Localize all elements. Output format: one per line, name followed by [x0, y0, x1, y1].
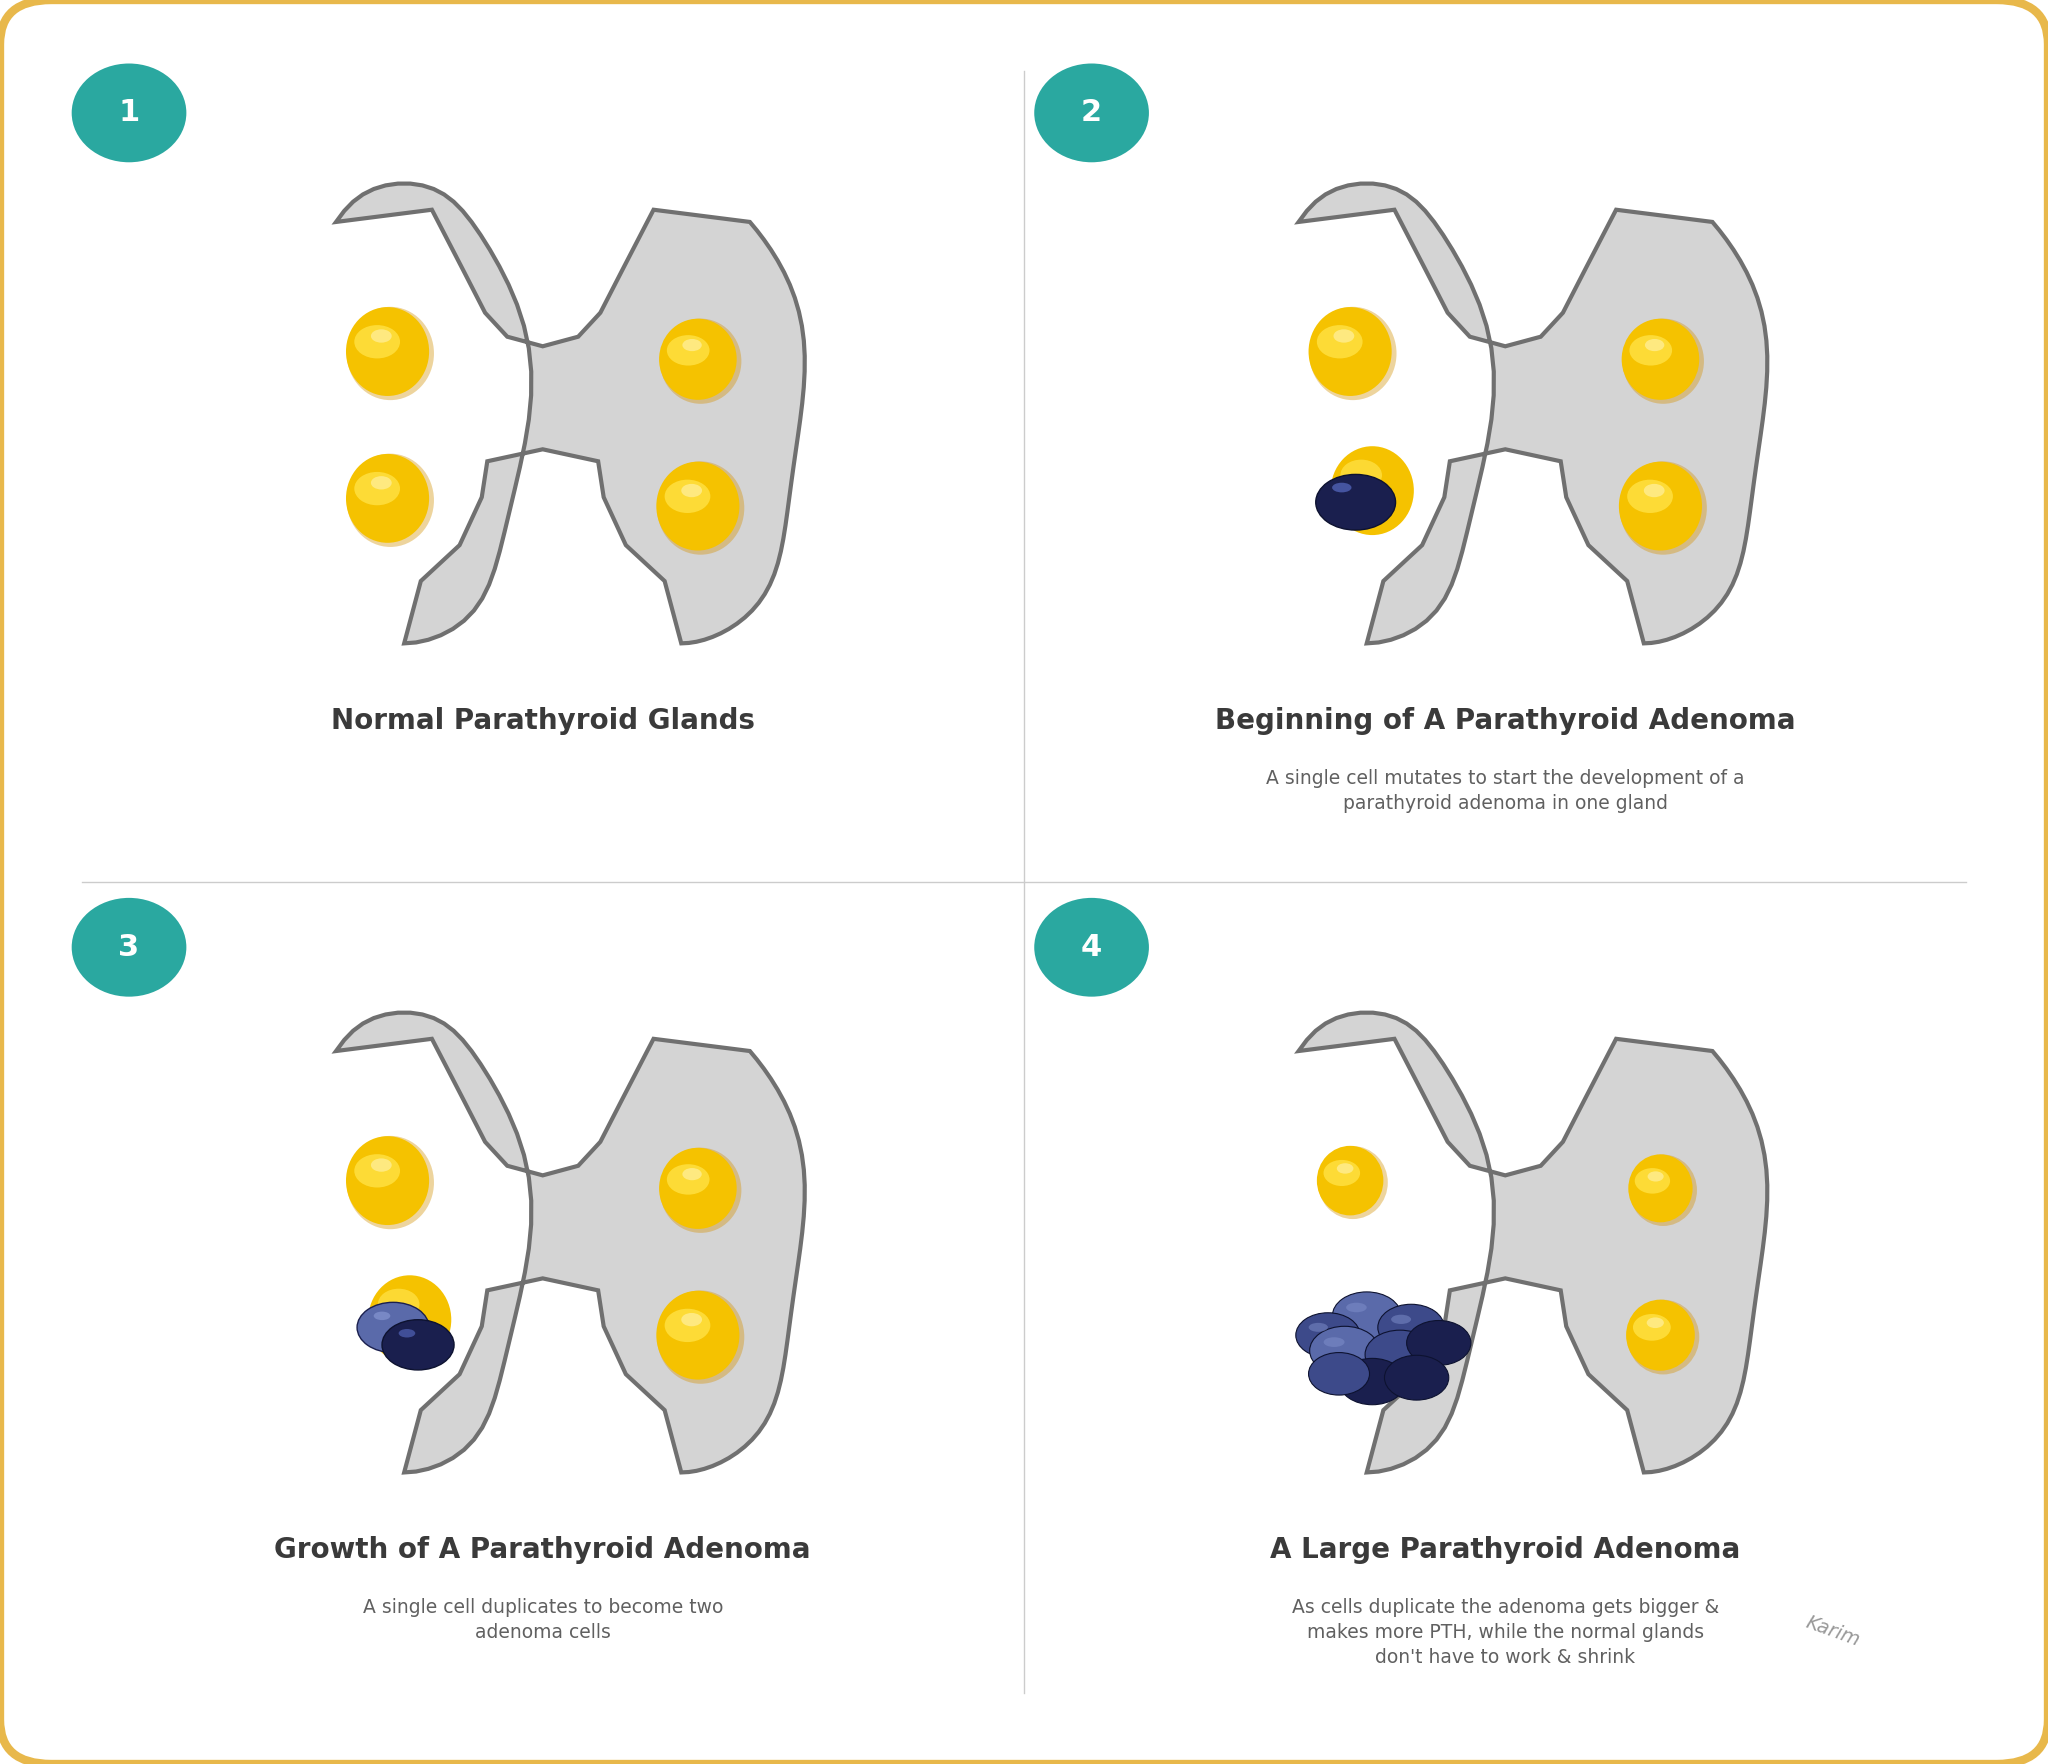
Ellipse shape	[1632, 1314, 1671, 1341]
Ellipse shape	[1341, 460, 1382, 490]
Ellipse shape	[371, 330, 391, 342]
Circle shape	[1034, 898, 1149, 997]
Ellipse shape	[373, 1312, 391, 1319]
Text: A Large Parathyroid Adenoma: A Large Parathyroid Adenoma	[1270, 1536, 1741, 1565]
Ellipse shape	[371, 476, 391, 489]
Ellipse shape	[1319, 1147, 1389, 1219]
Ellipse shape	[346, 453, 434, 547]
Ellipse shape	[655, 462, 739, 550]
Ellipse shape	[1317, 1147, 1382, 1215]
Ellipse shape	[1622, 319, 1700, 400]
Ellipse shape	[1309, 307, 1397, 400]
Ellipse shape	[1317, 325, 1362, 358]
Ellipse shape	[1323, 1161, 1360, 1185]
Circle shape	[1296, 1312, 1360, 1358]
Ellipse shape	[1628, 480, 1673, 513]
Text: A single cell mutates to start the development of a
parathyroid adenoma in one g: A single cell mutates to start the devel…	[1266, 769, 1745, 813]
Ellipse shape	[666, 1309, 711, 1342]
Text: 1: 1	[119, 99, 139, 127]
Ellipse shape	[346, 307, 430, 395]
Ellipse shape	[682, 1168, 702, 1180]
Ellipse shape	[659, 1148, 741, 1233]
Ellipse shape	[346, 1136, 430, 1224]
Text: 2: 2	[1081, 99, 1102, 127]
Circle shape	[1407, 1321, 1470, 1365]
Ellipse shape	[659, 1148, 737, 1230]
Circle shape	[1378, 1304, 1444, 1351]
Ellipse shape	[1630, 1155, 1698, 1226]
Polygon shape	[1298, 183, 1767, 644]
Ellipse shape	[657, 462, 743, 554]
Ellipse shape	[1323, 1337, 1346, 1348]
Ellipse shape	[1645, 339, 1665, 351]
Ellipse shape	[371, 1159, 391, 1171]
Ellipse shape	[657, 1291, 743, 1383]
Text: 3: 3	[119, 933, 139, 961]
Ellipse shape	[659, 319, 741, 404]
Circle shape	[72, 64, 186, 162]
Text: Beginning of A Parathyroid Adenoma: Beginning of A Parathyroid Adenoma	[1214, 707, 1796, 736]
Ellipse shape	[1333, 330, 1354, 342]
Ellipse shape	[1647, 1171, 1663, 1182]
Ellipse shape	[379, 1289, 420, 1319]
Text: Karim: Karim	[1802, 1612, 1864, 1651]
Ellipse shape	[346, 307, 434, 400]
Circle shape	[1333, 1291, 1401, 1341]
Ellipse shape	[369, 1275, 451, 1364]
Ellipse shape	[354, 1154, 399, 1187]
Text: Normal Parathyroid Glands: Normal Parathyroid Glands	[330, 707, 756, 736]
Ellipse shape	[1647, 1318, 1663, 1328]
Ellipse shape	[668, 1164, 709, 1194]
Ellipse shape	[346, 453, 430, 543]
Ellipse shape	[666, 480, 711, 513]
Circle shape	[1315, 475, 1395, 529]
Ellipse shape	[1309, 307, 1393, 395]
Ellipse shape	[1391, 1314, 1411, 1325]
Circle shape	[1034, 64, 1149, 162]
Ellipse shape	[1346, 1302, 1366, 1312]
Ellipse shape	[1309, 1323, 1327, 1332]
Ellipse shape	[682, 483, 702, 497]
Ellipse shape	[1628, 1154, 1692, 1222]
Ellipse shape	[354, 473, 399, 505]
Circle shape	[356, 1302, 430, 1353]
Circle shape	[1366, 1330, 1436, 1379]
Text: A single cell duplicates to become two
adenoma cells: A single cell duplicates to become two a…	[362, 1598, 723, 1642]
Text: 4: 4	[1081, 933, 1102, 961]
Ellipse shape	[1331, 483, 1352, 492]
Ellipse shape	[1622, 319, 1704, 404]
Ellipse shape	[682, 1312, 702, 1327]
Ellipse shape	[1628, 1300, 1700, 1374]
Circle shape	[1384, 1355, 1448, 1401]
Ellipse shape	[1626, 1300, 1696, 1371]
Polygon shape	[1298, 1013, 1767, 1473]
Ellipse shape	[1630, 335, 1671, 365]
Text: Growth of A Parathyroid Adenoma: Growth of A Parathyroid Adenoma	[274, 1536, 811, 1565]
Ellipse shape	[1618, 462, 1702, 550]
Circle shape	[383, 1319, 455, 1371]
Ellipse shape	[1645, 483, 1665, 497]
Circle shape	[72, 898, 186, 997]
Ellipse shape	[1620, 462, 1706, 554]
Ellipse shape	[668, 335, 709, 365]
Ellipse shape	[346, 1136, 434, 1230]
Ellipse shape	[354, 325, 399, 358]
Ellipse shape	[399, 1328, 416, 1337]
Ellipse shape	[1331, 446, 1413, 534]
Circle shape	[1309, 1353, 1370, 1395]
Ellipse shape	[1337, 1162, 1354, 1173]
Ellipse shape	[1634, 1168, 1669, 1194]
Polygon shape	[336, 1013, 805, 1473]
Text: As cells duplicate the adenoma gets bigger &
makes more PTH, while the normal gl: As cells duplicate the adenoma gets bigg…	[1292, 1598, 1718, 1667]
Circle shape	[1309, 1327, 1380, 1374]
Ellipse shape	[682, 339, 702, 351]
Ellipse shape	[659, 319, 737, 400]
Polygon shape	[336, 183, 805, 644]
Ellipse shape	[655, 1291, 739, 1379]
Circle shape	[1339, 1358, 1405, 1404]
